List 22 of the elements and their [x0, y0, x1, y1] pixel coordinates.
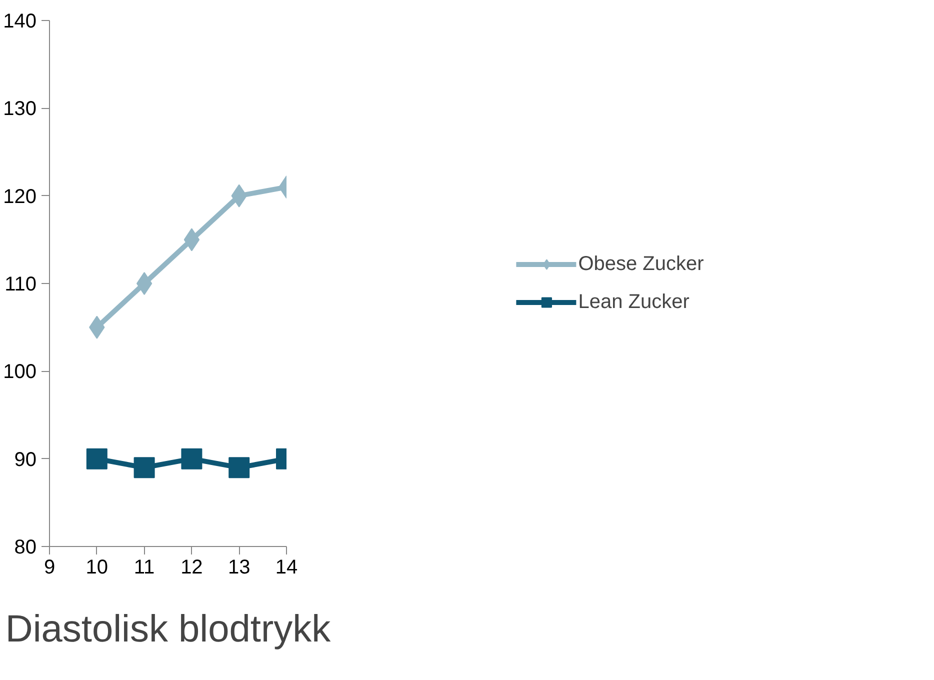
y-tick-label: 140 [3, 10, 37, 32]
x-tick-label: 14 [275, 556, 298, 578]
point [136, 272, 152, 295]
point [184, 228, 200, 252]
x-tick-label: 13 [228, 556, 250, 578]
text: Diastolisk blodtrykk [5, 608, 332, 650]
legend-label: Obese Zucker [578, 252, 704, 276]
y-tick-label: 120 [3, 186, 37, 208]
x-tick-label: 12 [180, 556, 203, 578]
point [134, 457, 155, 478]
y-tick-label: 130 [3, 98, 37, 120]
x-tick-label: 11 [134, 556, 155, 578]
point [228, 457, 250, 478]
y-tick-label: 100 [3, 361, 37, 384]
x-tick-label: 9 [44, 556, 56, 578]
point [181, 448, 202, 470]
y-tick-label: 80 [14, 536, 37, 558]
y-tick-label: 110 [4, 274, 37, 296]
legend-label: Lean Zucker [578, 290, 690, 314]
y-tick-label: 90 [14, 448, 37, 471]
x-tick-label: 10 [86, 556, 108, 578]
point [86, 448, 108, 470]
